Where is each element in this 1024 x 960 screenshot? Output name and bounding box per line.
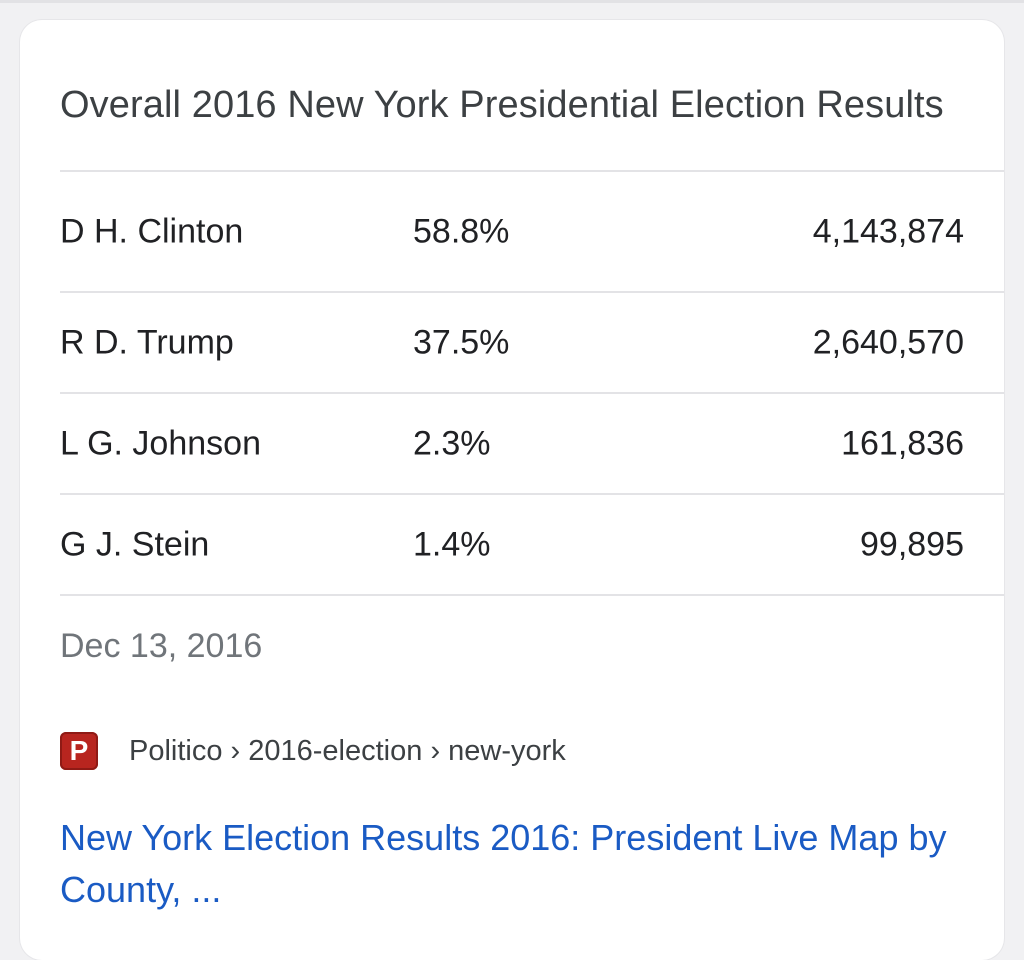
results-title: Overall 2016 New York Presidential Elect… — [60, 84, 944, 126]
result-row-trump: R D. Trump 37.5% 2,640,570 — [60, 293, 1004, 393]
row-divider — [60, 291, 1004, 293]
result-link[interactable]: New York Election Results 2016: Presiden… — [60, 817, 947, 910]
vote-count: 99,895 — [860, 525, 964, 564]
candidate-name: R D. Trump — [60, 323, 234, 362]
vote-percent: 37.5% — [413, 323, 510, 362]
politico-favicon-icon: P — [60, 732, 98, 770]
row-divider — [60, 170, 1004, 172]
vote-count: 2,640,570 — [812, 323, 964, 362]
result-date: Dec 13, 2016 — [60, 627, 263, 665]
vote-percent: 2.3% — [413, 424, 491, 463]
top-divider — [0, 0, 1024, 3]
vote-count: 161,836 — [841, 424, 964, 463]
vote-percent: 1.4% — [413, 525, 491, 564]
vote-percent: 58.8% — [413, 212, 510, 251]
candidate-name: D H. Clinton — [60, 212, 244, 251]
source-breadcrumb: Politico › 2016-election › new-york — [129, 734, 566, 767]
candidate-name: L G. Johnson — [60, 424, 261, 463]
vote-count: 4,143,874 — [812, 212, 964, 251]
candidate-name: G J. Stein — [60, 525, 210, 564]
result-row-stein: G J. Stein 1.4% 99,895 — [60, 495, 1004, 595]
election-results-card: Overall 2016 New York Presidential Elect… — [20, 20, 1004, 960]
row-divider — [60, 493, 1004, 495]
result-row-johnson: L G. Johnson 2.3% 161,836 — [60, 394, 1004, 494]
row-divider — [60, 392, 1004, 394]
result-row-clinton: D H. Clinton 58.8% 4,143,874 — [60, 182, 1004, 282]
row-divider — [60, 594, 1004, 596]
source-attribution[interactable]: P Politico › 2016-election › new-york — [60, 731, 566, 771]
